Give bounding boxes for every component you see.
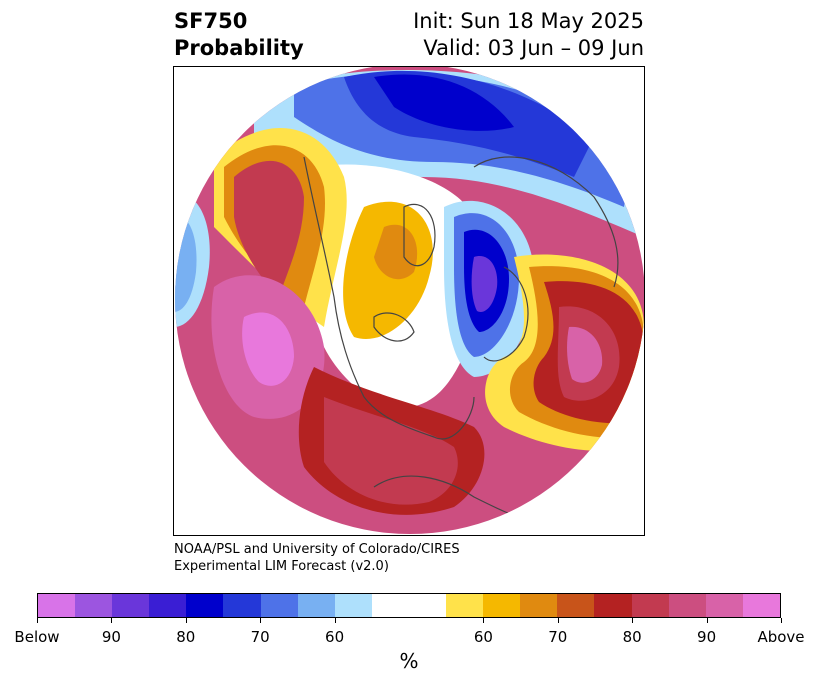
coast-arctic-islands [373, 312, 415, 342]
coast-greenland [403, 203, 436, 267]
credit-line-1: NOAA/PSL and University of Colorado/CIRE… [174, 542, 460, 557]
colorbar-tick-label: 90 [697, 628, 717, 646]
colorbar-tick-label: 70 [548, 628, 568, 646]
field-pacific-magenta [242, 312, 294, 386]
colorbar-tick-label: 60 [325, 628, 345, 646]
product-label: Probability [174, 36, 304, 60]
colorbar-segment [223, 594, 261, 617]
forecast-map-graphic [175, 67, 644, 534]
colorbar-segment [38, 594, 76, 617]
colorbar-segment [742, 594, 780, 617]
coast-europe [483, 266, 529, 362]
field-orange-center [374, 224, 418, 280]
valid-range-label: Valid: 03 Jun – 09 Jun [423, 36, 644, 60]
coastlines [303, 156, 619, 523]
colorbar-segment [334, 594, 372, 617]
colorbar-segment [557, 594, 595, 617]
colorbar-segment [149, 594, 187, 617]
colorbar-tick-mark [558, 618, 559, 623]
credit-text: NOAA/PSL and University of Colorado/CIRE… [174, 541, 460, 575]
colorbar-segment [112, 594, 150, 617]
variable-label: SF750 [174, 9, 248, 33]
colorbar-tick-mark [483, 618, 484, 623]
colorbar-segment [631, 594, 669, 617]
colorbar-segment [186, 594, 224, 617]
colorbar-segment [408, 594, 447, 617]
colorbar-tick-mark [37, 618, 38, 623]
field-east-pink [567, 326, 603, 383]
colorbar-segment [75, 594, 113, 617]
colorbar-tick-mark [186, 618, 187, 623]
credit-line-2: Experimental LIM Forecast (v2.0) [174, 559, 389, 574]
colorbar-tick-label: Below [14, 628, 60, 646]
colorbar-segment [483, 594, 521, 617]
colorbar-tick-label: 80 [176, 628, 196, 646]
field-south-crimson [324, 397, 458, 505]
colorbar-segment [446, 594, 484, 617]
colorbar-segment [260, 594, 298, 617]
field-atlantic-purple [471, 256, 498, 312]
colorbar-segment [705, 594, 743, 617]
colorbar-segment [297, 594, 335, 617]
colorbar-unit-label: % [399, 649, 419, 673]
colorbar-tick-mark [781, 618, 782, 623]
colorbar-tick-label: 70 [250, 628, 270, 646]
field-west-red [234, 160, 304, 297]
colorbar-tick-label: 90 [101, 628, 121, 646]
forecast-map [173, 66, 645, 536]
colorbar-segment [371, 594, 409, 617]
colorbar-tick-mark [632, 618, 633, 623]
figure-title-left: SF750 Probability [174, 8, 304, 62]
colorbar-tick-label: Above [757, 628, 805, 646]
colorbar-tick-mark [260, 618, 261, 623]
colorbar [37, 593, 781, 618]
colorbar-tick-mark [707, 618, 708, 623]
init-date-label: Init: Sun 18 May 2025 [413, 9, 644, 33]
colorbar-tick-mark [111, 618, 112, 623]
colorbar-tick-label: 60 [473, 628, 493, 646]
colorbar-tick-mark [335, 618, 336, 623]
colorbar-segment [520, 594, 558, 617]
figure-title-right: Init: Sun 18 May 2025 Valid: 03 Jun – 09… [413, 8, 644, 62]
colorbar-tick-label: 80 [622, 628, 642, 646]
colorbar-segment [668, 594, 706, 617]
coast-eurasia [473, 156, 619, 288]
colorbar-segment [594, 594, 632, 617]
field-north-core [374, 74, 514, 131]
coast-north-america [303, 156, 475, 440]
